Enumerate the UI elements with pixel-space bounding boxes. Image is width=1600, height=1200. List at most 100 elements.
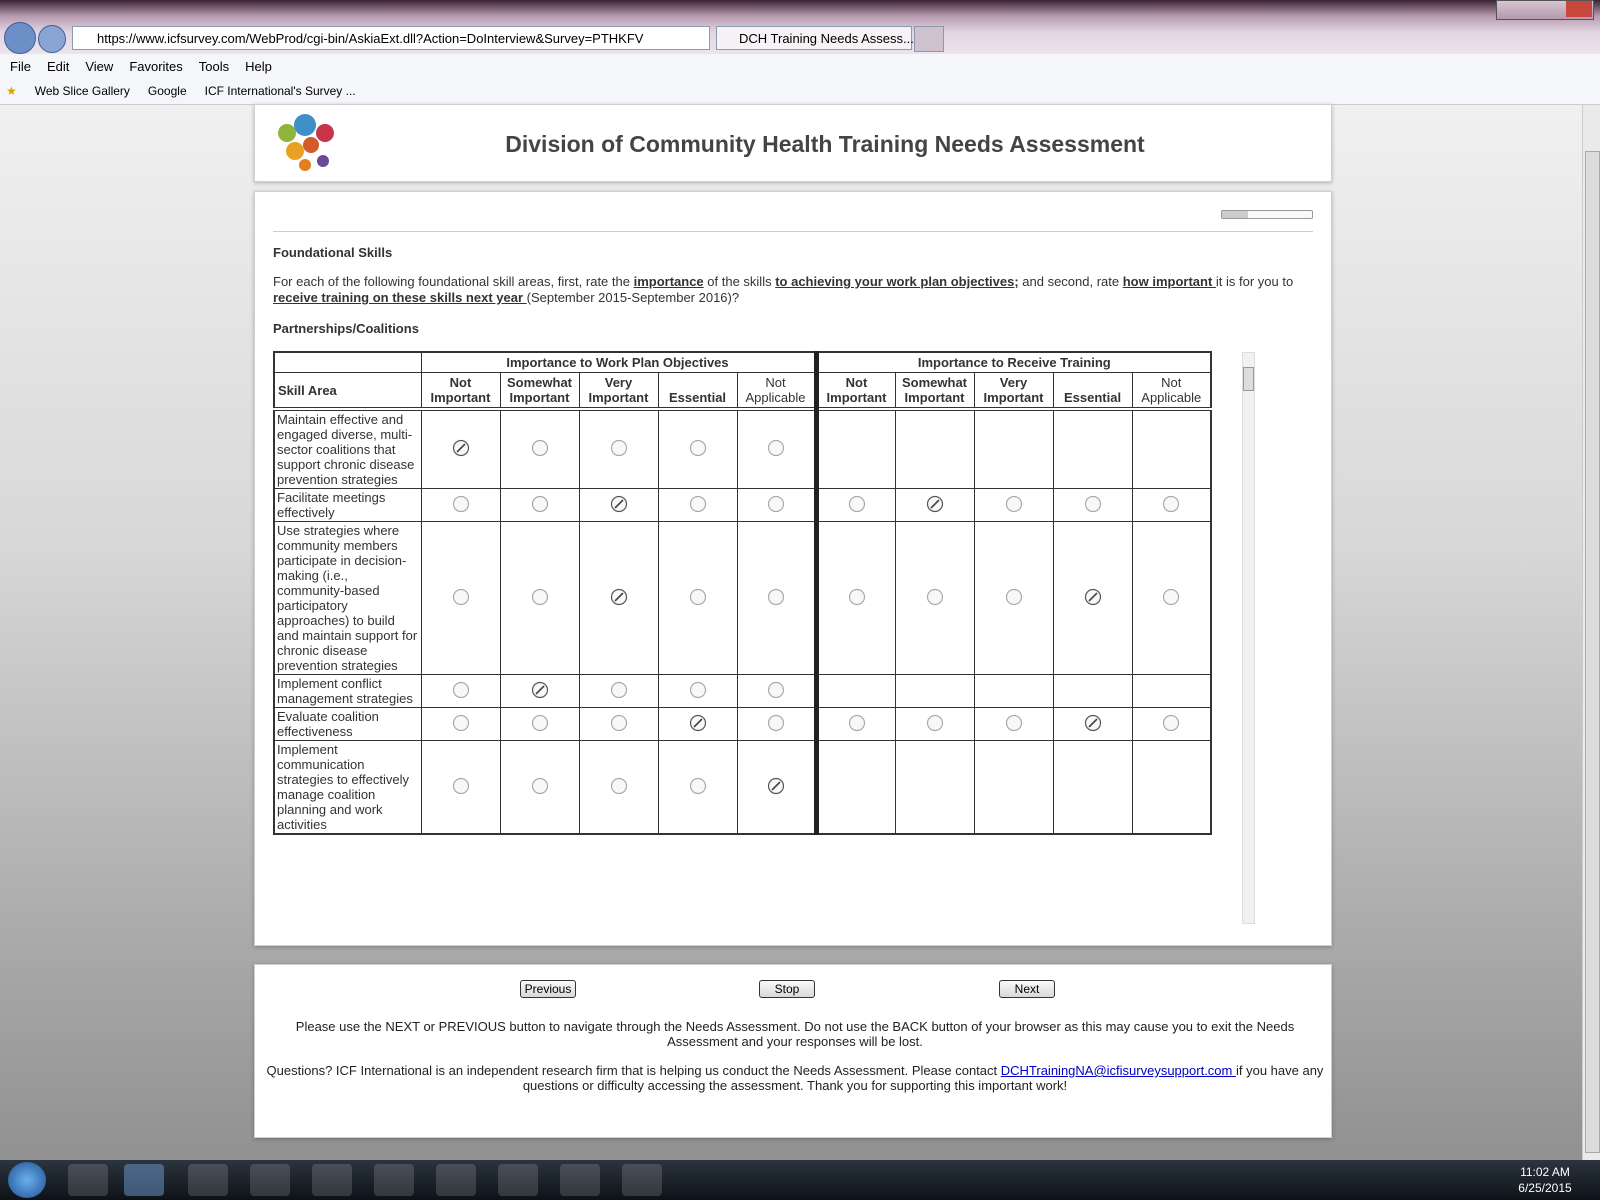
taskbar-icon[interactable] (560, 1164, 600, 1196)
radio[interactable] (452, 714, 470, 732)
radio-selected[interactable] (1084, 714, 1102, 732)
radio[interactable] (926, 588, 944, 606)
radio[interactable] (452, 588, 470, 606)
rating-cell (736, 408, 817, 489)
radio[interactable] (531, 588, 549, 606)
radio[interactable] (1162, 588, 1180, 606)
skill-label: Maintain effective and engaged diverse, … (273, 408, 422, 489)
page-scrollbar[interactable] (1582, 105, 1600, 1160)
menu-item[interactable]: File (10, 58, 31, 74)
rating-cell (499, 488, 580, 522)
rating-cell (894, 408, 975, 489)
close-button[interactable] (1566, 1, 1592, 17)
rating-cell (1052, 707, 1133, 741)
nav-button[interactable]: Previous (520, 980, 576, 998)
radio-selected[interactable] (689, 714, 707, 732)
group-header-row: Importance to Work Plan Objectives Import… (273, 351, 1212, 373)
back-button[interactable] (4, 22, 36, 54)
radio[interactable] (531, 439, 549, 457)
radio[interactable] (689, 439, 707, 457)
new-tab[interactable] (914, 26, 944, 52)
radio-selected[interactable] (1084, 588, 1102, 606)
browser-tab[interactable]: DCH Training Needs Assess... (716, 26, 914, 50)
radio[interactable] (452, 777, 470, 795)
nav-button[interactable]: Stop (759, 980, 815, 998)
taskbar-icon[interactable] (436, 1164, 476, 1196)
rating-cell (973, 488, 1054, 522)
radio[interactable] (689, 588, 707, 606)
radio[interactable] (1162, 714, 1180, 732)
radio-selected[interactable] (610, 588, 628, 606)
forward-button[interactable] (38, 25, 66, 53)
menu-item[interactable]: Favorites (129, 58, 183, 74)
radio[interactable] (767, 588, 785, 606)
radio[interactable] (767, 714, 785, 732)
start-button[interactable] (8, 1162, 46, 1198)
radio[interactable] (531, 777, 549, 795)
radio[interactable] (1005, 495, 1023, 513)
menu-item[interactable]: Tools (198, 58, 230, 74)
favorite-link[interactable]: ICF International's Survey ... (204, 84, 356, 98)
taskbar-icon[interactable] (374, 1164, 414, 1196)
menu-item[interactable]: View (85, 58, 114, 74)
radio-selected[interactable] (531, 681, 549, 699)
radio[interactable] (610, 714, 628, 732)
radio[interactable] (848, 588, 866, 606)
table-scrollbar[interactable] (1242, 352, 1255, 924)
radio[interactable] (1005, 588, 1023, 606)
rating-cell (578, 707, 659, 741)
radio[interactable] (531, 495, 549, 513)
text: if you have any questions or difficulty … (522, 1063, 1324, 1093)
text: Questions? ICF International is an indep… (266, 1063, 1001, 1078)
skill-row: Maintain effective and engaged diverse, … (273, 408, 1212, 489)
radio[interactable] (689, 495, 707, 513)
radio[interactable] (848, 714, 866, 732)
radio[interactable] (610, 439, 628, 457)
skill-row: Implement communication strategies to ef… (273, 740, 1212, 835)
radio-selected[interactable] (926, 495, 944, 513)
radio[interactable] (767, 439, 785, 457)
radio[interactable] (1162, 495, 1180, 513)
radio[interactable] (1084, 495, 1102, 513)
radio[interactable] (689, 681, 707, 699)
radio[interactable] (531, 714, 549, 732)
taskbar-icon[interactable] (250, 1164, 290, 1196)
favorite-link[interactable]: Google (147, 84, 187, 98)
radio[interactable] (767, 681, 785, 699)
radio[interactable] (452, 681, 470, 699)
rating-cell (1131, 707, 1212, 741)
radio[interactable] (610, 777, 628, 795)
rating-cell (736, 674, 817, 708)
clock: 11:02 AM 6/25/2015 (1510, 1164, 1580, 1196)
taskbar-icon[interactable] (312, 1164, 352, 1196)
radio[interactable] (610, 681, 628, 699)
radio[interactable] (1005, 714, 1023, 732)
radio[interactable] (848, 495, 866, 513)
taskbar-icon[interactable] (68, 1164, 108, 1196)
group-header: Importance to Work Plan Objectives (420, 351, 817, 373)
radio[interactable] (452, 495, 470, 513)
address-bar[interactable]: https://www.icfsurvey.com/WebProd/cgi-bi… (72, 26, 710, 50)
menu-item[interactable]: Help (245, 58, 272, 74)
radio-selected[interactable] (452, 439, 470, 457)
footer-note: Please use the NEXT or PREVIOUS button t… (260, 1019, 1330, 1049)
radio-selected[interactable] (767, 777, 785, 795)
taskbar-icon[interactable] (188, 1164, 228, 1196)
menu-item[interactable]: Edit (46, 58, 70, 74)
taskbar-icon[interactable] (498, 1164, 538, 1196)
radio[interactable] (767, 495, 785, 513)
radio[interactable] (689, 777, 707, 795)
rating-cell (1052, 408, 1133, 489)
taskbar-icon[interactable] (622, 1164, 662, 1196)
skill-label: Evaluate coalition effectiveness (273, 707, 422, 741)
taskbar-icon[interactable] (124, 1164, 164, 1196)
radio[interactable] (926, 714, 944, 732)
nav-button[interactable]: Next (999, 980, 1055, 998)
skill-label: Implement communication strategies to ef… (273, 740, 422, 835)
rating-cell (1131, 408, 1212, 489)
rating-cell (420, 408, 501, 489)
favorite-link[interactable]: Web Slice Gallery (34, 84, 130, 98)
radio-selected[interactable] (610, 495, 628, 513)
email-link[interactable]: DCHTrainingNA@icfisurveysupport.com (1000, 1063, 1236, 1078)
rating-cell (973, 521, 1054, 675)
